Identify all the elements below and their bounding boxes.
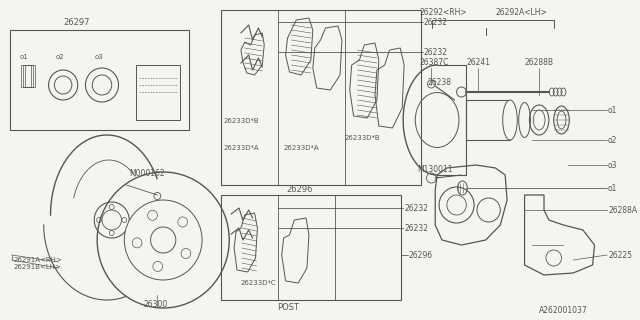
Text: 26233D*B: 26233D*B <box>223 118 259 124</box>
Text: 26232: 26232 <box>424 18 447 27</box>
Text: 26233D*C: 26233D*C <box>241 280 276 286</box>
Text: M130011: M130011 <box>418 165 453 174</box>
Bar <box>467 100 510 140</box>
Bar <box>21 65 31 87</box>
Text: 26292<RH>: 26292<RH> <box>420 8 467 17</box>
Text: 26387C: 26387C <box>420 58 449 67</box>
Text: 26296: 26296 <box>287 185 313 194</box>
Bar <box>10 30 189 130</box>
Bar <box>221 10 420 185</box>
Text: 26232: 26232 <box>424 47 447 57</box>
Text: 26241: 26241 <box>467 58 490 67</box>
Bar <box>221 195 401 300</box>
Text: o1: o1 <box>19 54 28 60</box>
Text: 26233D*A: 26233D*A <box>223 145 259 151</box>
Text: o3: o3 <box>608 161 618 170</box>
Text: o1: o1 <box>608 183 618 193</box>
Bar <box>23 65 33 87</box>
Circle shape <box>124 200 202 280</box>
Text: 26233D*B: 26233D*B <box>345 135 381 141</box>
Text: 26291B<LH>: 26291B<LH> <box>13 264 61 270</box>
Text: 26225: 26225 <box>608 251 632 260</box>
Text: o2: o2 <box>608 135 618 145</box>
Text: 26297: 26297 <box>63 18 90 27</box>
Text: 26288A: 26288A <box>608 205 637 214</box>
Text: 26288B: 26288B <box>525 58 554 67</box>
Text: POST: POST <box>277 303 299 312</box>
Text: o3: o3 <box>94 54 103 60</box>
Text: M000162: M000162 <box>129 169 165 178</box>
Text: 26296: 26296 <box>409 251 433 260</box>
Text: 26232: 26232 <box>404 223 428 233</box>
Bar <box>25 65 35 87</box>
Text: 26300: 26300 <box>144 300 168 309</box>
Text: o1: o1 <box>608 106 618 115</box>
Bar <box>136 65 180 120</box>
Text: o2: o2 <box>56 54 64 60</box>
Text: 26232: 26232 <box>404 204 428 212</box>
Text: 26292A<LH>: 26292A<LH> <box>495 8 547 17</box>
Text: 26233D*A: 26233D*A <box>284 145 319 151</box>
Text: A262001037: A262001037 <box>539 306 588 315</box>
Text: 26238: 26238 <box>428 78 451 87</box>
Ellipse shape <box>503 100 517 140</box>
Text: 26291A<RH>: 26291A<RH> <box>13 257 62 263</box>
